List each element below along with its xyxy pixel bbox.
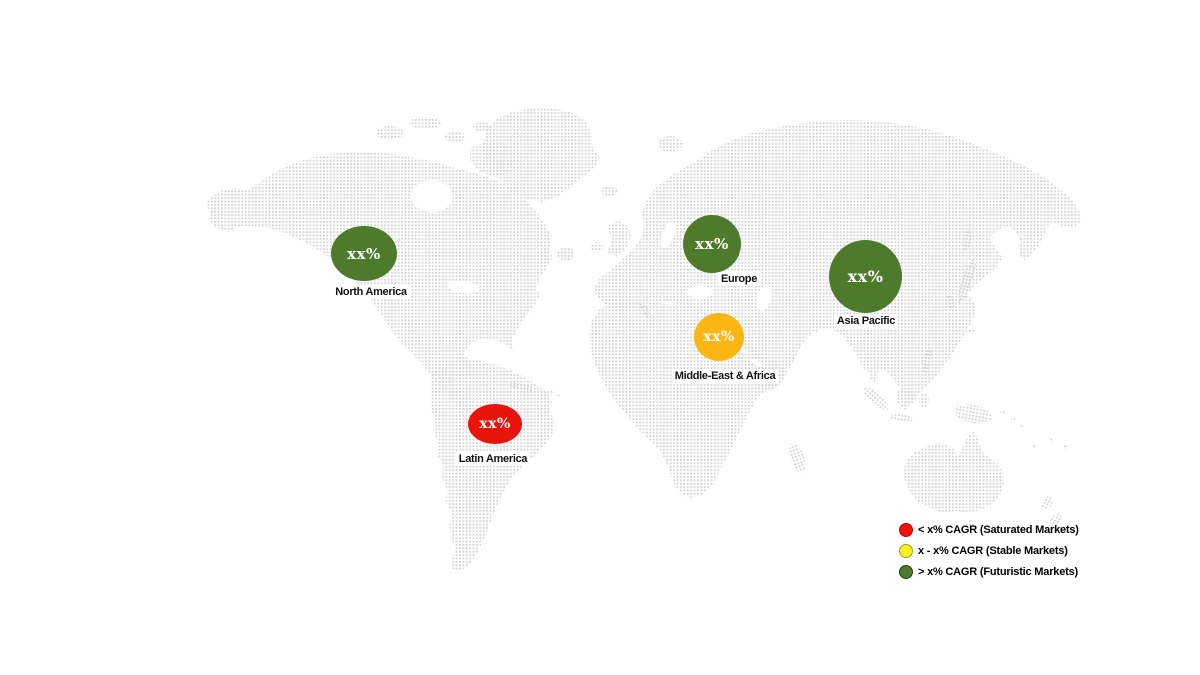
- red-circle-icon: [899, 523, 913, 537]
- region-value: xx%: [347, 244, 381, 263]
- region-label-middle-east-africa: Middle-East & Africa: [671, 369, 779, 384]
- region-bubble-middle-east-africa: xx%: [694, 313, 744, 361]
- region-value: xx%: [703, 329, 735, 345]
- legend-item-saturated: < x% CAGR (Saturated Markets): [899, 523, 1079, 537]
- oceania-islands: [966, 496, 1062, 529]
- region-value: xx%: [847, 267, 884, 286]
- region-value: xx%: [479, 416, 511, 432]
- landmass-madagascar: [788, 443, 806, 473]
- landmass-north-america: [206, 152, 553, 412]
- landmass-ireland: [591, 242, 603, 252]
- legend-label: x - x% CAGR (Stable Markets): [918, 545, 1068, 557]
- yellow-circle-icon: [899, 544, 913, 558]
- southeast-asia-islands: [863, 348, 1069, 450]
- region-label-europe: Europe: [717, 272, 761, 287]
- region-bubble-europe: xx%: [683, 215, 741, 273]
- legend-item-futuristic: > x% CAGR (Futuristic Markets): [899, 565, 1079, 579]
- region-bubble-north-america: xx%: [331, 226, 397, 281]
- region-bubble-latin-america: xx%: [468, 404, 522, 444]
- legend-label: > x% CAGR (Futuristic Markets): [918, 566, 1078, 578]
- legend-item-stable: x - x% CAGR (Stable Markets): [899, 544, 1079, 558]
- region-label-latin-america: Latin America: [455, 452, 531, 467]
- east-asia-islands: [938, 229, 976, 355]
- region-value: xx%: [695, 235, 729, 253]
- landmass-australia: [903, 431, 1004, 513]
- landmass-iceland: [600, 186, 618, 196]
- arctic-islands: [376, 117, 575, 261]
- region-label-north-america: North America: [332, 285, 410, 300]
- legend-label: < x% CAGR (Saturated Markets): [918, 524, 1079, 536]
- region-bubble-asia-pacific: xx%: [829, 240, 902, 313]
- legend: < x% CAGR (Saturated Markets) x - x% CAG…: [899, 523, 1079, 586]
- region-label-asia-pacific: Asia Pacific: [833, 314, 899, 329]
- landmass-uk: [607, 220, 631, 257]
- landmass-svalbard: [658, 136, 682, 152]
- landmass-greenland: [482, 108, 600, 202]
- green-circle-icon: [899, 565, 913, 579]
